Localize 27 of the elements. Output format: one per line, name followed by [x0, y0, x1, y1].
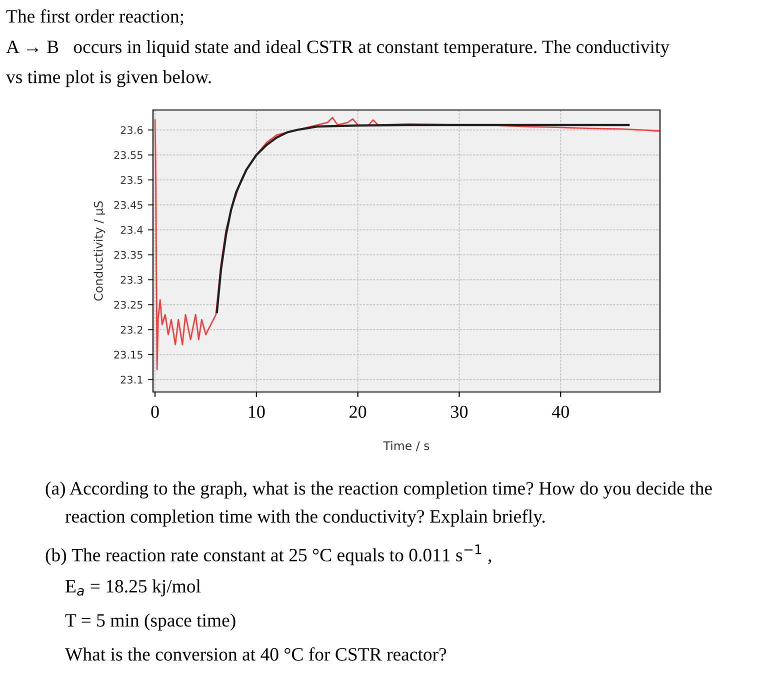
- y-axis-title: Conductivity / μS: [94, 201, 106, 301]
- y-tick-label: 23.6: [120, 126, 143, 134]
- line-series: [216, 124, 630, 314]
- chart-subtitle: A → B occurs in liquid state and ideal CSTR at constant temperature. The conductivity vs time plot is given below.: [6, 40, 670, 88]
- text: T = 5 min (space time): [65, 614, 236, 630]
- chart-title: The first order reaction;: [6, 9, 184, 26]
- text: (b) The reaction rate constant at 25 °C equals to 0.011 s$^{−1}$ ,: [46, 544, 492, 566]
- y-tick-label: 23.35: [114, 250, 142, 259]
- y-tick-label: 23.1: [120, 376, 142, 384]
- text: What is the conversion at 40 °C for CSTR reactor?: [65, 647, 446, 661]
- y-tick-label: 23.25: [114, 300, 142, 309]
- x-tick-label: 0: [151, 406, 159, 418]
- y-tick-label: 23.5: [120, 176, 142, 184]
- y-tick-label: 23.45: [114, 201, 142, 209]
- text: E$_{a}$ = 18.25 kj/mol: [66, 579, 201, 596]
- text: (a) According to the graph, what is the reaction completion time? How do you decide the: [46, 481, 712, 499]
- text: reaction completion time with the conductivity? Explain briefly.: [65, 509, 545, 527]
- y-tick-label: 23.3: [120, 276, 142, 284]
- x-tick-label: 40: [552, 406, 569, 418]
- x-axis-title: Time / s: [383, 441, 430, 452]
- y-tick-label: 23.15: [114, 350, 142, 359]
- x-tick-label: 10: [248, 406, 265, 418]
- x-tick-label: 20: [350, 406, 366, 418]
- y-tick-label: 23.4: [120, 226, 143, 234]
- x-tick-label: 30: [451, 406, 468, 418]
- y-tick-label: 23.55: [114, 151, 142, 160]
- y-tick-label: 23.2: [120, 326, 142, 334]
